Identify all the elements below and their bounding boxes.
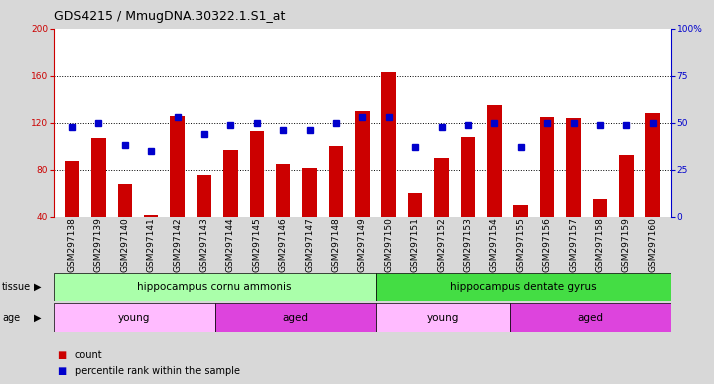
Text: GSM297157: GSM297157 <box>569 217 578 272</box>
Text: age: age <box>2 313 20 323</box>
Text: GSM297143: GSM297143 <box>199 217 208 272</box>
Bar <box>118 184 132 217</box>
Text: GSM297160: GSM297160 <box>648 217 657 272</box>
Text: GSM297140: GSM297140 <box>121 217 129 272</box>
Text: GSM297150: GSM297150 <box>384 217 393 272</box>
Bar <box>619 155 633 217</box>
Text: aged: aged <box>578 313 603 323</box>
Text: tissue: tissue <box>2 282 31 292</box>
Text: GSM297148: GSM297148 <box>331 217 341 272</box>
Bar <box>566 118 580 217</box>
Text: GSM297138: GSM297138 <box>68 217 76 272</box>
Text: GSM297147: GSM297147 <box>305 217 314 272</box>
Text: GSM297146: GSM297146 <box>278 217 288 272</box>
Text: GSM297144: GSM297144 <box>226 217 235 271</box>
Text: aged: aged <box>282 313 308 323</box>
Text: percentile rank within the sample: percentile rank within the sample <box>75 366 240 376</box>
Text: young: young <box>118 313 150 323</box>
Bar <box>302 167 317 217</box>
Text: GSM297139: GSM297139 <box>94 217 103 272</box>
Text: GSM297154: GSM297154 <box>490 217 499 272</box>
Bar <box>487 105 501 217</box>
Text: GSM297141: GSM297141 <box>146 217 156 272</box>
Text: count: count <box>75 350 103 360</box>
Text: ■: ■ <box>57 350 66 360</box>
Bar <box>510 303 671 332</box>
Text: GSM297159: GSM297159 <box>622 217 630 272</box>
Bar <box>91 138 106 217</box>
Bar <box>461 137 476 217</box>
Text: GSM297152: GSM297152 <box>437 217 446 272</box>
Bar <box>215 303 376 332</box>
Text: ▶: ▶ <box>34 313 42 323</box>
Text: GSM297151: GSM297151 <box>411 217 420 272</box>
Text: GSM297149: GSM297149 <box>358 217 367 272</box>
Text: GSM297158: GSM297158 <box>595 217 604 272</box>
Bar <box>54 273 376 301</box>
Text: young: young <box>427 313 459 323</box>
Text: hippocampus dentate gyrus: hippocampus dentate gyrus <box>450 282 597 292</box>
Bar <box>171 116 185 217</box>
Text: GSM297153: GSM297153 <box>463 217 473 272</box>
Bar <box>376 273 671 301</box>
Text: GSM297155: GSM297155 <box>516 217 526 272</box>
Bar <box>593 199 607 217</box>
Bar <box>197 175 211 217</box>
Text: GSM297142: GSM297142 <box>173 217 182 271</box>
Text: GSM297145: GSM297145 <box>252 217 261 272</box>
Bar <box>434 158 449 217</box>
Bar <box>223 150 238 217</box>
Bar <box>645 114 660 217</box>
Text: ▶: ▶ <box>34 282 42 292</box>
Bar <box>249 131 264 217</box>
Bar <box>54 303 215 332</box>
Text: ■: ■ <box>57 366 66 376</box>
Bar <box>513 205 528 217</box>
Bar <box>540 117 554 217</box>
Bar <box>408 194 423 217</box>
Text: GSM297156: GSM297156 <box>543 217 552 272</box>
Bar <box>276 164 291 217</box>
Bar <box>355 111 370 217</box>
Bar <box>381 72 396 217</box>
Bar <box>376 303 510 332</box>
Bar <box>328 146 343 217</box>
Text: hippocampus cornu ammonis: hippocampus cornu ammonis <box>137 282 292 292</box>
Bar <box>144 215 159 217</box>
Bar <box>65 161 79 217</box>
Text: GDS4215 / MmugDNA.30322.1.S1_at: GDS4215 / MmugDNA.30322.1.S1_at <box>54 10 285 23</box>
